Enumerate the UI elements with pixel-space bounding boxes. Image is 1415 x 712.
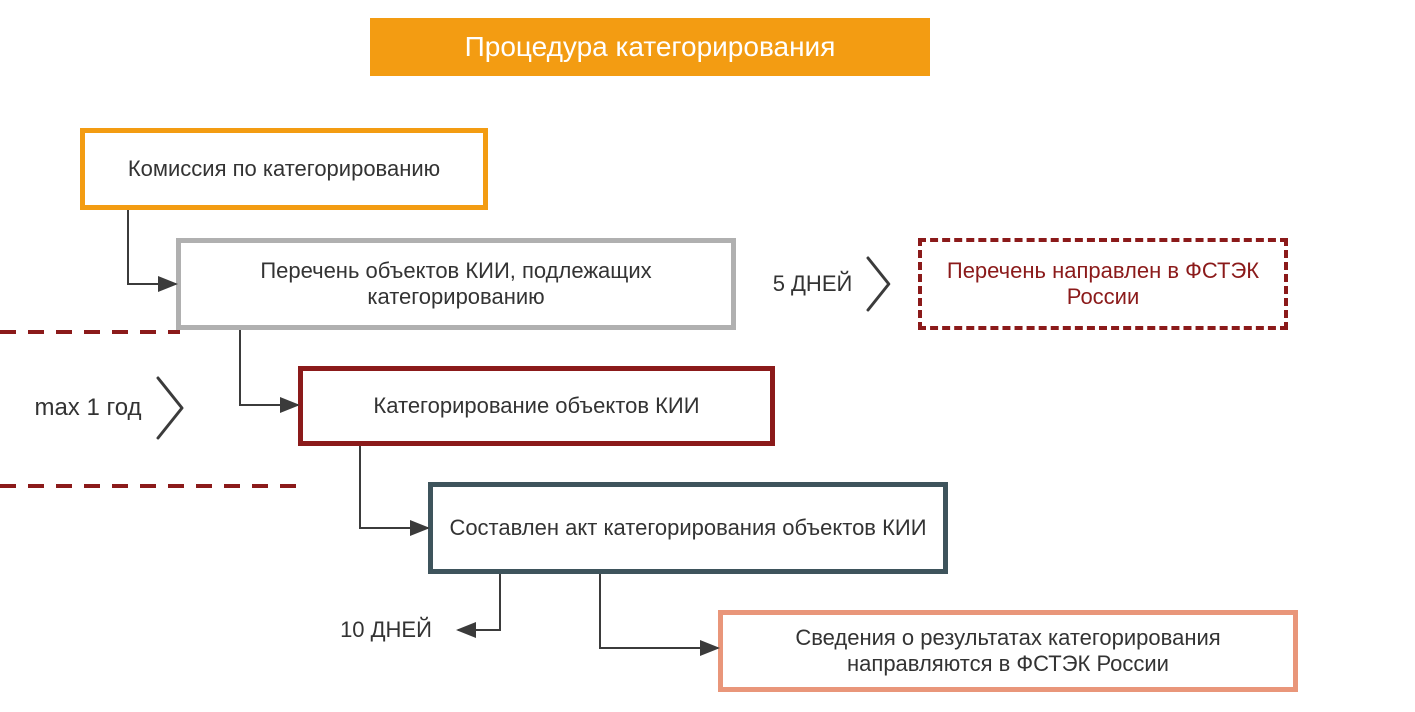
- flow-label-l3: 10 ДНЕЙ: [326, 610, 446, 650]
- flow-node-n1: Комиссия по категорированию: [80, 128, 488, 210]
- flow-node-n6: Перечень направлен в ФСТЭК России: [918, 238, 1288, 330]
- flow-edge-2: [360, 446, 428, 528]
- flow-node-n5: Сведения о результатах категорирования н…: [718, 610, 1298, 692]
- flow-label-l2: max 1 год: [18, 388, 158, 428]
- chevron-right-icon: [868, 258, 889, 310]
- flow-edge-3: [600, 574, 718, 648]
- flow-node-n4: Составлен акт категорирования объектов К…: [428, 482, 948, 574]
- flow-edge-4: [458, 574, 500, 630]
- flow-label-l1: 5 ДНЕЙ: [760, 264, 865, 304]
- flow-node-n3: Категорирование объектов КИИ: [298, 366, 775, 446]
- page-title: Процедура категорирования: [370, 18, 930, 76]
- flow-edge-1: [240, 330, 298, 405]
- flow-node-n2: Перечень объектов КИИ, подлежащих катего…: [176, 238, 736, 330]
- flow-edge-0: [128, 210, 176, 284]
- connectors-layer: [0, 0, 1415, 712]
- chevron-right-icon: [158, 378, 182, 438]
